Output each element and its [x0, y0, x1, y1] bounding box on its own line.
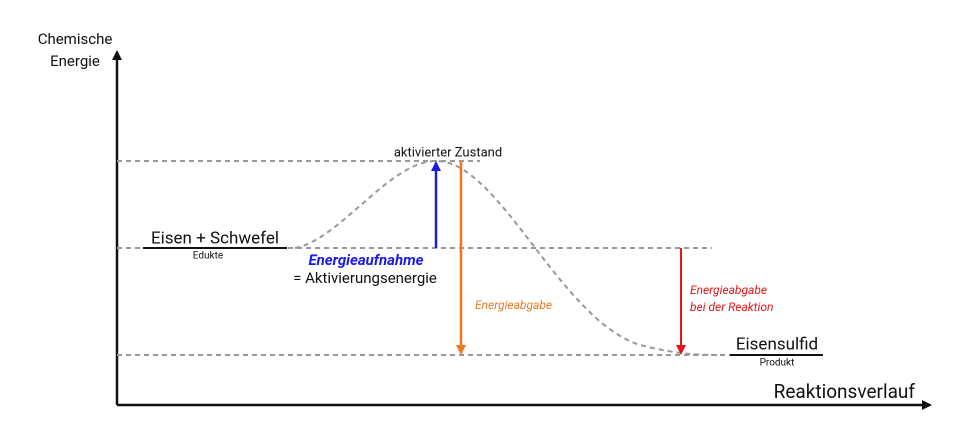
annotation-text: = Aktivierungsenergie: [293, 269, 437, 287]
state-label: Eisensulfid: [736, 334, 818, 354]
annotation-text: bei der Reaktion: [690, 300, 773, 314]
annotation-text: Energieabgabe: [690, 283, 767, 297]
state-sublabel: Produkt: [760, 358, 795, 369]
state-sublabel: Edukte: [193, 251, 223, 262]
y-axis-label: Chemische: [38, 30, 113, 48]
annotation-title: Energieaufnahme: [308, 251, 423, 269]
state-label: Eisen + Schwefel: [151, 228, 279, 248]
x-axis-label: Reaktionsverlauf: [774, 380, 916, 403]
state-label: aktivierter Zustand: [394, 145, 502, 160]
annotation-title: Energieabgabe: [475, 298, 552, 312]
reaction-curve: [294, 159, 726, 356]
y-axis-label: Energie: [50, 52, 100, 70]
